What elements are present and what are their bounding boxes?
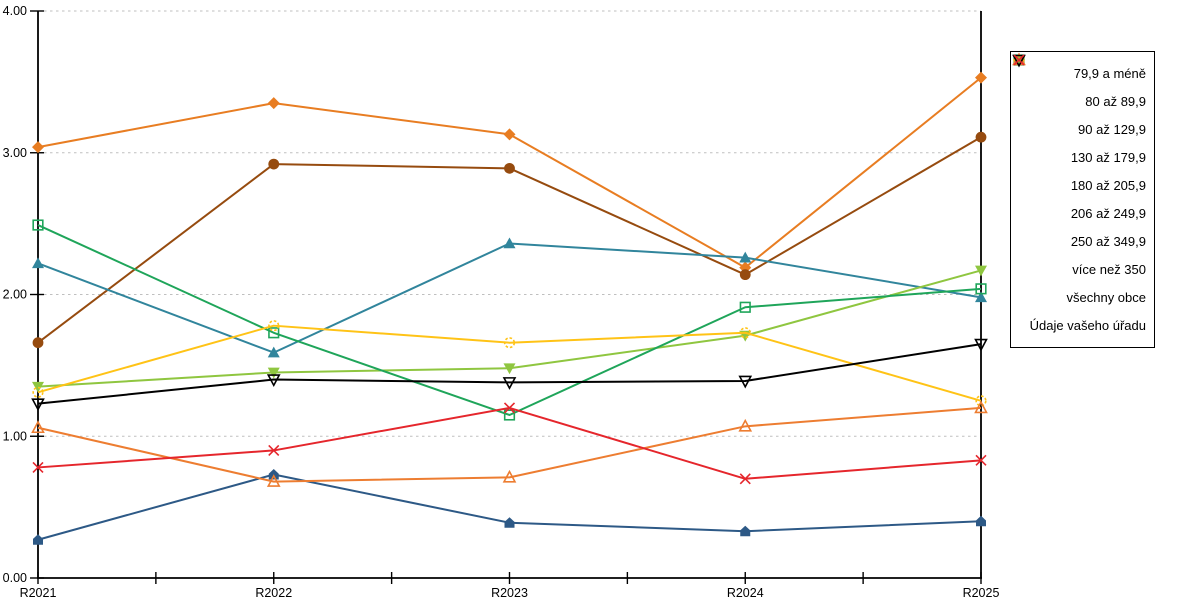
triangle-up-open-icon — [738, 418, 753, 432]
circle-open-dashed-icon — [32, 386, 44, 398]
triangle-down-filled-icon — [503, 363, 516, 375]
triangle-up-filled-icon — [267, 346, 280, 358]
x-tick-label: R2024 — [727, 586, 764, 600]
circle-filled-icon — [268, 158, 280, 170]
series-line — [37, 224, 982, 416]
circle-filled-icon — [32, 337, 44, 349]
legend-item: všechny obce — [1012, 54, 1147, 312]
circle-open-dashed-icon — [503, 337, 516, 349]
circle-filled-icon — [739, 269, 751, 281]
triangle-up-open-icon — [502, 469, 517, 483]
legend-item: 250 až 349,9 — [1013, 54, 1146, 256]
diamond-filled-icon — [32, 141, 44, 154]
legend-item: Údaje vašeho úřadu — [1013, 54, 1146, 340]
legend-marker — [1012, 54, 1026, 68]
square-open-icon — [268, 327, 280, 339]
triangle-up-filled-icon — [975, 291, 987, 303]
series-line — [37, 242, 982, 354]
legend-item-label: 80 až 89,9 — [1085, 93, 1146, 109]
legend-item: 79,9 a méně — [1013, 54, 1146, 87]
triangle-down-open-icon — [1012, 54, 1026, 68]
x-tick-label: R2022 — [255, 586, 292, 600]
legend-item: více než 350 — [1012, 52, 1146, 284]
legend-item: 180 až 205,9 — [1013, 55, 1146, 199]
square-open-icon — [32, 219, 44, 231]
triangle-down-filled-icon — [32, 381, 44, 393]
circle-open-dashed-icon — [739, 327, 751, 339]
legend-item-label: 79,9 a méně — [1073, 65, 1146, 81]
legend-item: 90 až 129,9 — [1013, 54, 1146, 143]
legend-item-label: 250 až 349,9 — [1070, 234, 1146, 250]
circle-filled-icon — [504, 162, 515, 174]
x-icon — [975, 454, 987, 466]
triangle-down-open-icon — [738, 375, 753, 389]
legend-item-label: 90 až 129,9 — [1078, 121, 1146, 137]
triangle-down-open-icon — [266, 374, 281, 388]
x-tick-label: R2021 — [20, 586, 57, 600]
diamond-filled-icon — [267, 97, 280, 110]
legend-item: 206 až 249,9 — [1013, 54, 1146, 228]
legend-item-label: všechny obce — [1066, 290, 1147, 306]
x-icon — [1013, 54, 1025, 66]
triangle-down-open-icon — [974, 338, 988, 352]
x-icon — [32, 461, 44, 474]
y-tick-label: 1.00 — [3, 429, 27, 443]
series-line — [37, 473, 982, 541]
triangle-down-filled-icon — [267, 367, 280, 379]
square-open-icon — [739, 301, 751, 313]
legend-item-label: Údaje vašeho úřadu — [1029, 318, 1146, 334]
legend-item: 130 až 179,9 — [1014, 54, 1146, 171]
circle-filled-icon — [975, 131, 987, 143]
triangle-up-open-icon — [266, 474, 281, 487]
y-tick-label: 2.00 — [3, 288, 27, 302]
series-line — [37, 406, 982, 483]
legend-marker — [1013, 54, 1025, 66]
triangle-down-filled-icon — [975, 265, 987, 277]
triangle-up-filled-icon — [32, 257, 44, 269]
series-line — [37, 324, 982, 402]
triangle-down-open-icon — [31, 398, 45, 412]
circle-open-dashed-icon — [975, 395, 987, 407]
legend-item: 80 až 89,9 — [1013, 54, 1146, 115]
square-open-icon — [503, 409, 516, 421]
legend-item-label: 130 až 179,9 — [1070, 149, 1146, 165]
diamond-filled-icon — [975, 71, 987, 84]
x-tick-label: R2025 — [963, 586, 1000, 600]
triangle-up-open-icon — [31, 420, 45, 434]
triangle-up-filled-icon — [739, 251, 752, 263]
series-line — [37, 343, 982, 405]
circle-open-dashed-icon — [268, 320, 280, 332]
y-tick-label: 0.00 — [3, 571, 27, 585]
triangle-up-open-icon — [974, 400, 988, 414]
pentagon-filled-icon — [976, 515, 986, 527]
y-tick-label: 3.00 — [3, 146, 27, 160]
pentagon-filled-icon — [504, 517, 515, 528]
legend-item-label: 180 až 205,9 — [1070, 177, 1146, 193]
x-tick-label: R2023 — [491, 586, 528, 600]
circle-open-dashed-icon — [1013, 54, 1025, 66]
x-icon — [503, 402, 516, 414]
x-icon — [268, 444, 280, 456]
legend-item-label: 206 až 249,9 — [1070, 206, 1146, 222]
square-open-icon — [975, 283, 987, 295]
legend-item-label: více než 350 — [1072, 262, 1146, 278]
diamond-filled-icon — [503, 128, 516, 141]
pentagon-filled-icon — [740, 525, 751, 537]
legend: 79,9 a méně 80 až 89,9 90 až 129,9 130 až 1… — [1010, 51, 1155, 348]
triangle-up-filled-icon — [503, 237, 516, 249]
legend-marker — [1013, 54, 1025, 66]
y-tick-label: 4.00 — [3, 4, 27, 18]
pentagon-filled-icon — [33, 534, 43, 545]
x-icon — [739, 473, 751, 485]
triangle-down-open-icon — [502, 377, 517, 390]
